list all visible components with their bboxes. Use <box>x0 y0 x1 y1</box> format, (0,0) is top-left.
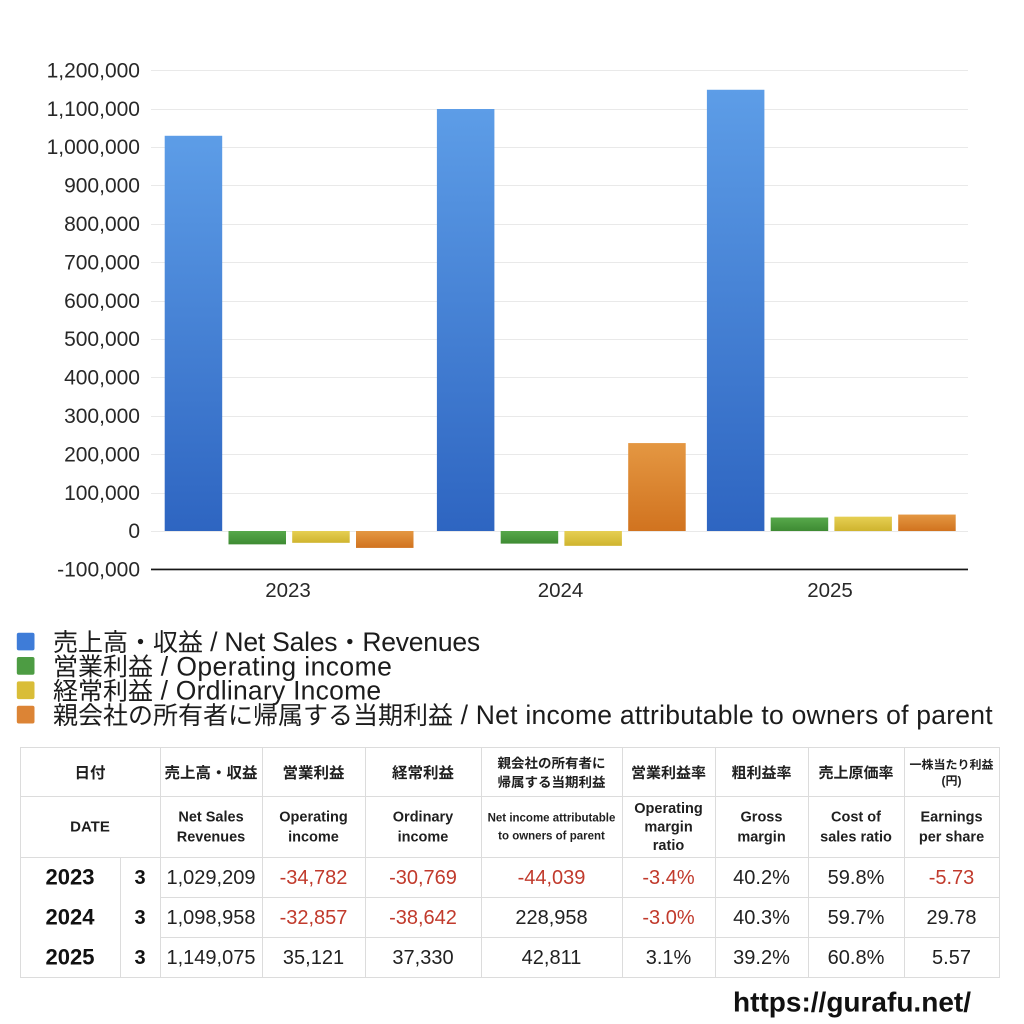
svg-text:to owners of parent: to owners of parent <box>498 830 605 842</box>
svg-text:/ Operating income: / Operating income <box>153 651 392 681</box>
svg-text:ratio: ratio <box>653 838 685 854</box>
svg-text:Ordinary: Ordinary <box>393 809 453 825</box>
svg-text:1,100,000: 1,100,000 <box>47 98 140 121</box>
svg-text:Revenues: Revenues <box>177 829 246 845</box>
svg-text:1,200,000: 1,200,000 <box>47 59 140 82</box>
svg-text:-32,857: -32,857 <box>280 907 348 929</box>
svg-text:Operating: Operating <box>634 801 702 817</box>
svg-text:1,000,000: 1,000,000 <box>47 136 140 159</box>
svg-text:-3.4%: -3.4% <box>642 867 694 889</box>
svg-text:Net income attributable: Net income attributable <box>488 812 616 824</box>
svg-text:800,000: 800,000 <box>64 213 140 236</box>
svg-text:1,029,209: 1,029,209 <box>167 867 256 889</box>
svg-text:5.57: 5.57 <box>932 947 971 969</box>
svg-text:2023: 2023 <box>265 579 311 602</box>
svg-text:income: income <box>288 829 339 845</box>
svg-text:Gross: Gross <box>741 809 783 825</box>
svg-text:(: ( <box>942 774 946 788</box>
svg-text:600,000: 600,000 <box>64 290 140 313</box>
svg-text:59.8%: 59.8% <box>828 867 885 889</box>
svg-text:35,121: 35,121 <box>283 947 344 969</box>
svg-text:per share: per share <box>919 829 984 845</box>
svg-text:-3.0%: -3.0% <box>642 907 694 929</box>
svg-text:100,000: 100,000 <box>64 482 140 505</box>
svg-text:2024: 2024 <box>46 905 96 930</box>
svg-text:-38,642: -38,642 <box>389 907 457 929</box>
svg-text:-5.73: -5.73 <box>929 867 975 889</box>
svg-text:1,149,075: 1,149,075 <box>167 947 256 969</box>
svg-text:60.8%: 60.8% <box>828 947 885 969</box>
svg-text:2023: 2023 <box>46 865 95 890</box>
svg-text:29.78: 29.78 <box>926 907 976 929</box>
svg-text:42,811: 42,811 <box>522 947 582 969</box>
svg-text:3.1%: 3.1% <box>646 947 692 969</box>
svg-text:59.7%: 59.7% <box>828 907 885 929</box>
svg-text:400,000: 400,000 <box>64 367 140 390</box>
svg-text:40.3%: 40.3% <box>733 907 790 929</box>
svg-text:1,098,958: 1,098,958 <box>167 907 256 929</box>
svg-text:-34,782: -34,782 <box>280 867 348 889</box>
svg-text:income: income <box>398 829 449 845</box>
svg-text:700,000: 700,000 <box>64 251 140 274</box>
svg-text:Earnings: Earnings <box>920 809 982 825</box>
svg-text:margin: margin <box>737 829 785 845</box>
svg-text:39.2%: 39.2% <box>733 947 790 969</box>
svg-text:/ Ordlinary Income: / Ordlinary Income <box>153 676 381 706</box>
svg-text:900,000: 900,000 <box>64 175 140 198</box>
svg-text:Operating: Operating <box>279 809 347 825</box>
svg-text:200,000: 200,000 <box>64 443 140 466</box>
svg-text:2025: 2025 <box>807 579 853 602</box>
svg-text:40.2%: 40.2% <box>733 867 790 889</box>
svg-text:0: 0 <box>128 520 140 543</box>
svg-text:300,000: 300,000 <box>64 405 140 428</box>
svg-text:500,000: 500,000 <box>64 328 140 351</box>
svg-text:2024: 2024 <box>538 579 584 602</box>
svg-text:37,330: 37,330 <box>392 947 453 969</box>
svg-text:-44,039: -44,039 <box>518 867 586 889</box>
svg-text:https://gurafu.net/: https://gurafu.net/ <box>733 987 971 1018</box>
svg-text:DATE: DATE <box>70 819 110 836</box>
svg-text:3: 3 <box>134 907 145 929</box>
svg-text:Cost of: Cost of <box>831 809 881 825</box>
svg-text:): ) <box>958 774 962 788</box>
svg-text:-30,769: -30,769 <box>389 867 457 889</box>
svg-text:-100,000: -100,000 <box>57 559 140 582</box>
svg-text:2025: 2025 <box>46 945 95 970</box>
svg-text:/ Net income attributable to o: / Net income attributable to owners of p… <box>453 700 993 730</box>
svg-text:Revenues: Revenues <box>362 627 480 657</box>
svg-text:Net Sales: Net Sales <box>178 809 243 825</box>
svg-text:margin: margin <box>644 819 692 835</box>
svg-text:228,958: 228,958 <box>515 907 587 929</box>
svg-text:3: 3 <box>134 947 145 969</box>
svg-text:/ Net Sales: / Net Sales <box>203 627 337 657</box>
svg-text:3: 3 <box>134 867 145 889</box>
svg-text:sales ratio: sales ratio <box>820 829 892 845</box>
